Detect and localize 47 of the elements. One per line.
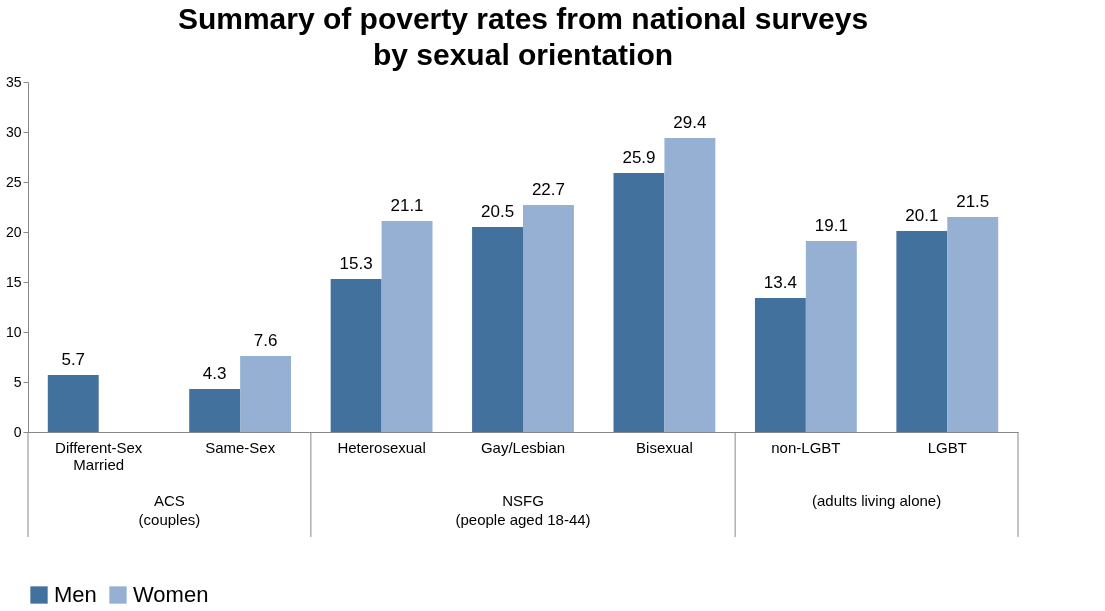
- text: ACS (couples): [138, 492, 201, 528]
- y-tick-label: 5: [13, 373, 22, 390]
- bar: [613, 173, 665, 432]
- bar: [330, 279, 382, 432]
- data-label: 20.1: [905, 206, 939, 225]
- x-tick-label: Gay/Lesbian: [480, 438, 566, 456]
- y-tick-label: 15: [5, 273, 22, 290]
- text: (adults living alone): [811, 492, 942, 509]
- bar: [805, 241, 857, 432]
- bar: [664, 138, 716, 432]
- x-tick-label: Heterosexual: [337, 438, 426, 456]
- x-tick-label: Same-Sex: [205, 438, 276, 456]
- x-tick-label: LGBT: [927, 438, 967, 456]
- y-tick-label: 30: [5, 123, 22, 140]
- y-tick-label: 35: [5, 73, 22, 90]
- bar: [381, 221, 433, 432]
- x-tick-label: Bisexual: [636, 438, 693, 456]
- y-tick-label: 0: [13, 423, 22, 440]
- bar: [47, 375, 99, 432]
- bar: [472, 227, 523, 432]
- data-label: 5.7: [61, 350, 86, 369]
- y-tick-label: 25: [5, 173, 22, 190]
- legend-label: Men: [54, 582, 97, 607]
- data-label: 19.1: [814, 216, 848, 235]
- y-tick-label: 20: [5, 223, 22, 240]
- bar: [189, 389, 241, 432]
- chart-title: Summary of poverty rates from national surveys by sexual orientation: [177, 2, 869, 71]
- data-label: 21.5: [956, 192, 990, 211]
- data-label: 13.4: [763, 273, 797, 292]
- y-tick-label: 10: [5, 323, 22, 340]
- bar: [240, 356, 292, 432]
- data-label: 22.7: [531, 180, 565, 199]
- data-label: 25.9: [622, 148, 656, 167]
- data-label: 15.3: [339, 254, 373, 273]
- bar: [523, 205, 574, 432]
- x-tick-label: non-LGBT: [771, 438, 841, 456]
- x-tick-label: Different-Sex Married: [55, 438, 143, 473]
- bar: [947, 217, 999, 432]
- bar: [896, 231, 948, 432]
- data-label: 4.3: [202, 364, 227, 383]
- data-label: 7.6: [253, 331, 278, 350]
- bar: [754, 298, 806, 432]
- data-label: 21.1: [390, 196, 424, 215]
- data-label: 20.5: [481, 202, 515, 221]
- data-label: 29.4: [673, 113, 707, 132]
- text: NSFG (people aged 18-44): [455, 492, 591, 528]
- legend-label: Women: [133, 582, 209, 607]
